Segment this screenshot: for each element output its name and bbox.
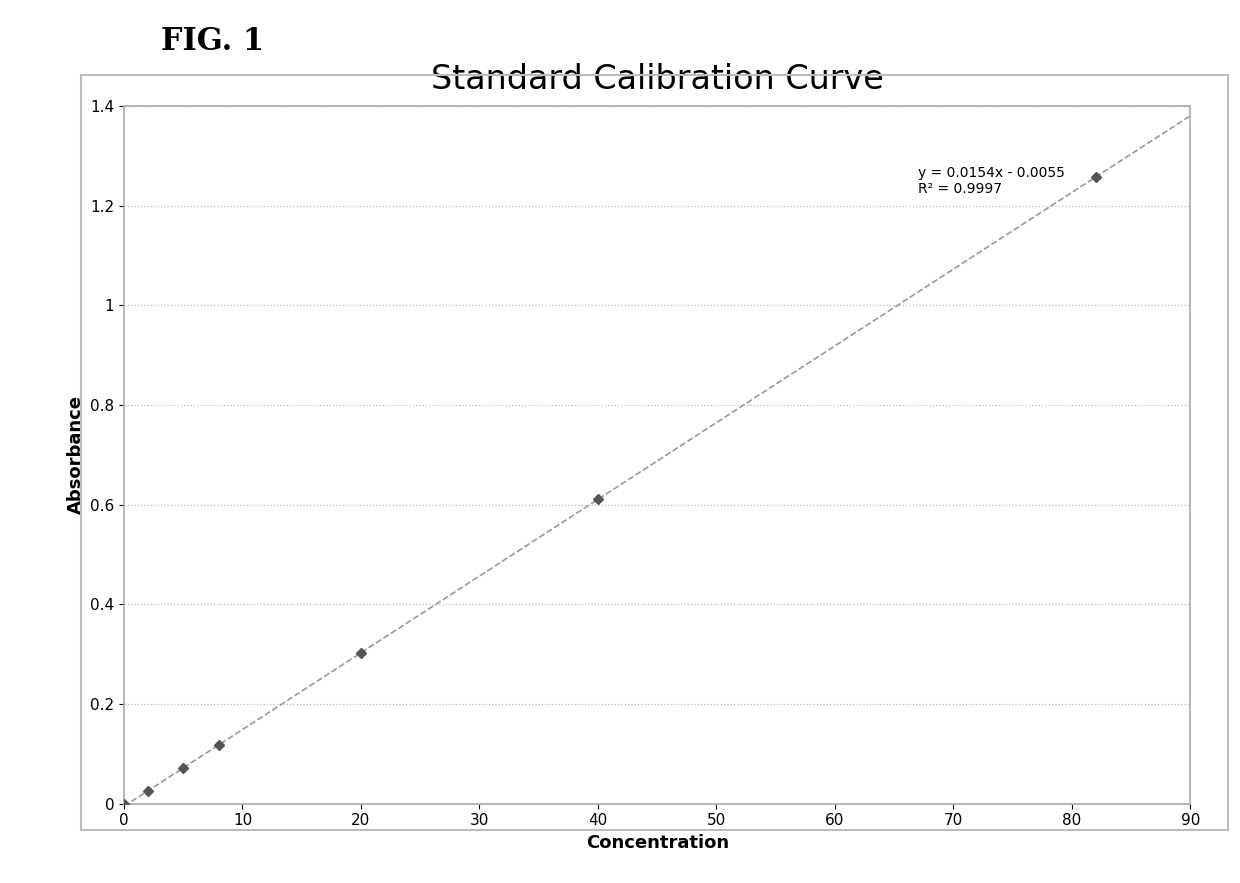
Text: y = 0.0154x - 0.0055
R² = 0.9997: y = 0.0154x - 0.0055 R² = 0.9997 <box>918 166 1065 196</box>
Y-axis label: Absorbance: Absorbance <box>67 396 84 514</box>
X-axis label: Concentration: Concentration <box>585 834 729 852</box>
Title: Standard Calibration Curve: Standard Calibration Curve <box>430 64 884 96</box>
Text: FIG. 1: FIG. 1 <box>161 26 264 57</box>
